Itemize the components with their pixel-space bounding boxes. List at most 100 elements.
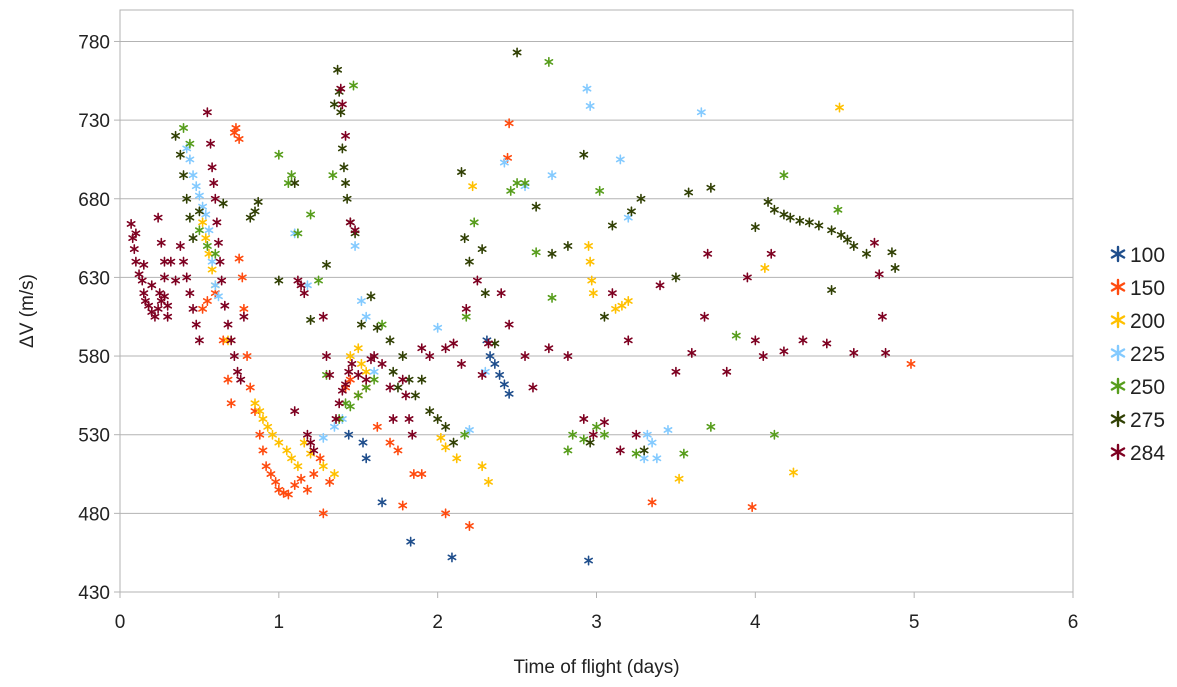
data-point [623, 295, 633, 307]
data-point [468, 181, 478, 192]
data-point [283, 489, 293, 500]
data-point [766, 248, 776, 259]
data-point [655, 280, 665, 291]
data-point [563, 445, 573, 456]
x-tick-label: 6 [1068, 612, 1079, 633]
x-tick-label: 3 [591, 612, 602, 633]
data-point [191, 181, 201, 192]
data-point [623, 212, 633, 223]
data-point [175, 240, 185, 251]
data-point [234, 133, 244, 144]
data-point [547, 292, 557, 303]
data-point [366, 291, 376, 302]
data-point [198, 303, 208, 314]
data-point [585, 256, 595, 267]
data-point [337, 99, 347, 110]
data-point [350, 240, 360, 251]
data-point [585, 437, 595, 448]
data-point [700, 311, 709, 322]
data-point [906, 358, 916, 369]
data-point [441, 442, 451, 453]
data-point [631, 448, 641, 459]
data-point [779, 209, 789, 220]
data-point [531, 201, 541, 212]
data-point [329, 469, 339, 480]
data-point [333, 64, 343, 75]
data-point [457, 358, 466, 369]
data-point [611, 303, 621, 314]
data-point [233, 366, 242, 377]
data-point [185, 288, 195, 299]
data-point [209, 178, 219, 189]
data-point [547, 170, 557, 181]
x-tick-label: 5 [909, 612, 920, 633]
data-point [341, 130, 350, 141]
data-point [388, 366, 398, 377]
data-point [194, 190, 204, 201]
data-point [155, 288, 165, 299]
data-point [131, 228, 141, 239]
data-point [588, 288, 598, 299]
data-point [584, 555, 594, 566]
data-point [344, 366, 354, 377]
data-point [306, 437, 316, 448]
data-point [345, 351, 355, 362]
data-point [460, 429, 470, 440]
data-point [215, 256, 225, 267]
data-point [191, 319, 201, 330]
data-point [344, 429, 354, 440]
data-point [877, 311, 887, 322]
data-point [460, 233, 470, 244]
data-point [242, 351, 252, 362]
data-point [201, 209, 211, 220]
data-point [274, 437, 284, 448]
data-point [457, 167, 466, 178]
data-point [358, 437, 368, 448]
data-point [160, 256, 169, 267]
data-point [890, 262, 900, 273]
series-250 [179, 56, 843, 459]
data-point [306, 314, 316, 325]
data-point [639, 453, 649, 464]
data-point [349, 80, 358, 91]
y-tick-label: 730 [78, 111, 110, 132]
data-point [587, 275, 597, 286]
data-point [350, 225, 360, 236]
data-point [226, 335, 236, 346]
data-point [870, 237, 879, 248]
data-point [404, 374, 414, 385]
data-point [615, 445, 625, 456]
data-point [198, 217, 208, 228]
data-point [361, 311, 371, 322]
data-point [663, 424, 673, 435]
data-point [336, 107, 346, 118]
data-point [433, 322, 443, 333]
data-point [584, 240, 594, 251]
data-point [237, 272, 247, 283]
tick-labels: 430 480 530 580 630 680 730 780 0 1 2 3 4 5 6 [78, 32, 1078, 633]
data-point [201, 233, 211, 244]
data-point [607, 288, 617, 299]
data-point [239, 303, 249, 314]
data-point [188, 170, 198, 181]
data-point [822, 338, 832, 349]
data-point [827, 284, 837, 295]
data-point [512, 47, 522, 58]
data-point [417, 469, 427, 480]
data-point [464, 256, 474, 267]
data-point [377, 319, 387, 330]
data-point [356, 295, 366, 307]
data-point [469, 217, 479, 228]
data-point [461, 311, 471, 322]
legend-label: 250 [1130, 376, 1165, 399]
legend: 100 150 200 225 250 275 284 [1110, 244, 1165, 465]
data-point [255, 429, 265, 440]
gridlines [114, 40, 1074, 598]
data-point [579, 413, 589, 424]
data-point [153, 212, 163, 223]
data-point [290, 480, 300, 491]
data-point [336, 83, 346, 94]
data-point [504, 118, 514, 129]
data-point [647, 497, 657, 508]
y-tick-label: 580 [78, 347, 110, 368]
